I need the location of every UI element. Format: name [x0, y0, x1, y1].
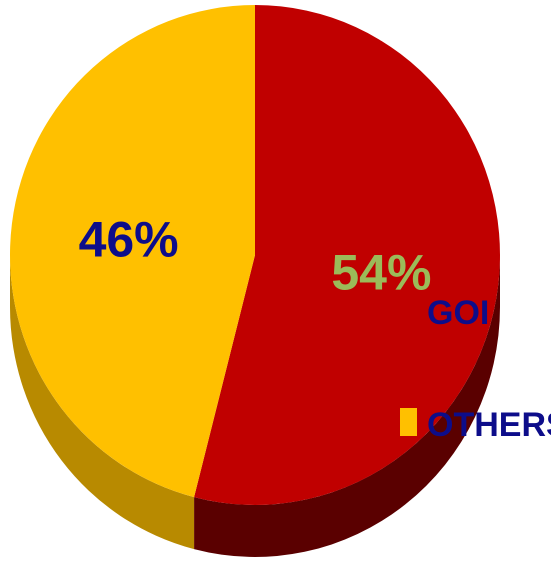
pie-side-layer [10, 255, 500, 557]
pie-top-layer [9, 5, 500, 505]
pie-slice-goi [194, 5, 500, 505]
pie-label-layer: 54% 46% [79, 212, 432, 301]
legend-label-goi: GOI [427, 294, 489, 332]
legend-swatch-others [400, 408, 417, 436]
pie-side-goi [194, 255, 500, 557]
pie-side-others [10, 255, 195, 550]
legend-swatch-goi [400, 296, 417, 324]
legend: GOI OTHERS [400, 294, 551, 444]
pct-label-others: 46% [79, 212, 179, 268]
pie-slice-others [9, 5, 256, 498]
pct-label-goi: 54% [331, 244, 431, 300]
legend-label-others: OTHERS [427, 406, 551, 444]
